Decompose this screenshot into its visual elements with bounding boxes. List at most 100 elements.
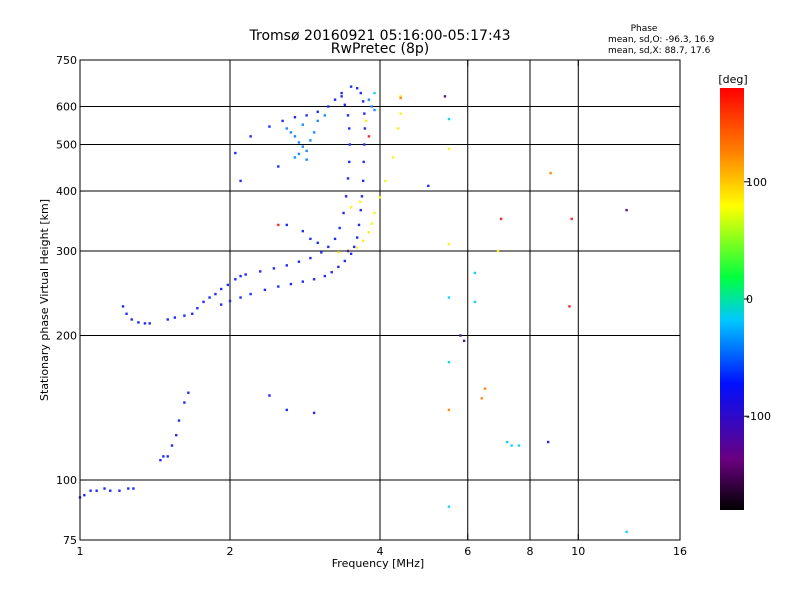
data-point [228, 299, 232, 303]
data-point [95, 489, 98, 492]
data-point [316, 119, 319, 123]
data-point [399, 112, 402, 115]
y-tick-label: 400 [56, 185, 77, 198]
chart-title: Tromsø 20160921 05:16:00-05:17:43 [249, 28, 511, 44]
data-point [399, 95, 402, 98]
data-point [268, 394, 271, 397]
data-point [130, 318, 133, 321]
data-point [359, 91, 362, 95]
data-point [349, 252, 353, 256]
data-point [148, 322, 151, 325]
data-point [359, 208, 362, 212]
data-point [367, 135, 371, 138]
data-point [391, 156, 395, 159]
y-axis-ticks: 75 100 200 300 400 500 600 750 [56, 54, 680, 547]
data-point [396, 127, 400, 130]
data-points [78, 85, 628, 534]
data-point [125, 312, 128, 315]
x-axis-label: Frequency [MHz] [332, 557, 424, 570]
data-point [355, 246, 359, 249]
data-point [370, 105, 373, 108]
data-point [384, 179, 387, 183]
data-point [127, 487, 130, 490]
data-point [277, 165, 280, 168]
data-point [447, 242, 451, 246]
data-point [367, 231, 371, 234]
colorbar-tick-label: -100 [746, 410, 771, 423]
data-point [447, 147, 451, 150]
data-point [355, 87, 359, 90]
data-point [343, 259, 347, 263]
data-point [170, 444, 174, 447]
x-axis-ticks: 1 2 4 6 8 10 16 [77, 60, 687, 558]
colorbar-ticks: 100 0 -100 [744, 176, 771, 423]
x-tick-label: 16 [673, 545, 687, 558]
data-point [333, 98, 337, 101]
data-point [340, 91, 343, 95]
data-point [357, 223, 361, 227]
data-point [305, 149, 308, 153]
data-point [473, 271, 477, 275]
data-point [517, 444, 521, 447]
y-tick-label: 300 [56, 245, 77, 258]
data-point [505, 440, 509, 444]
data-point [268, 125, 271, 128]
data-point [348, 127, 351, 130]
data-point [349, 85, 353, 88]
data-point [352, 245, 356, 249]
data-point [173, 316, 177, 319]
data-point [337, 251, 340, 254]
data-point [309, 139, 312, 142]
data-point [305, 114, 308, 117]
data-point [327, 105, 330, 108]
data-point [625, 530, 628, 534]
data-point [191, 312, 194, 315]
data-point [447, 296, 451, 299]
data-point [132, 487, 135, 490]
data-point [196, 307, 199, 310]
data-point [459, 334, 462, 337]
data-point [346, 114, 350, 117]
data-point [214, 292, 217, 296]
data-point [259, 270, 262, 273]
data-point [309, 237, 312, 241]
data-point [363, 112, 366, 115]
data-point [83, 493, 86, 497]
data-point [462, 339, 466, 343]
colorbar [720, 88, 744, 510]
data-point [297, 141, 301, 144]
data-point [285, 408, 288, 412]
data-point [226, 283, 230, 287]
data-point [568, 305, 571, 308]
data-point [344, 195, 348, 198]
data-point [327, 245, 330, 249]
data-point [342, 211, 345, 215]
y-tick-label: 600 [56, 101, 77, 114]
data-point [159, 458, 162, 462]
data-point [373, 211, 376, 215]
data-point [447, 408, 451, 412]
data-point [281, 119, 284, 123]
data-point [162, 455, 165, 458]
data-point [373, 108, 376, 112]
data-point [546, 440, 550, 444]
data-point [219, 287, 223, 291]
data-point [338, 226, 341, 230]
data-point [480, 397, 483, 400]
data-point [301, 280, 305, 283]
data-point [447, 117, 451, 121]
data-point [263, 288, 267, 292]
data-point [323, 114, 327, 117]
data-point [301, 145, 305, 148]
data-point [499, 217, 503, 221]
data-point [323, 274, 327, 278]
data-point [293, 116, 297, 119]
data-point [367, 98, 371, 101]
x-tick-label: 2 [227, 545, 234, 558]
y-tick-label: 200 [56, 330, 77, 343]
data-point [364, 119, 368, 123]
x-tick-label: 1 [77, 545, 84, 558]
data-point [89, 489, 92, 492]
data-point [510, 444, 513, 447]
